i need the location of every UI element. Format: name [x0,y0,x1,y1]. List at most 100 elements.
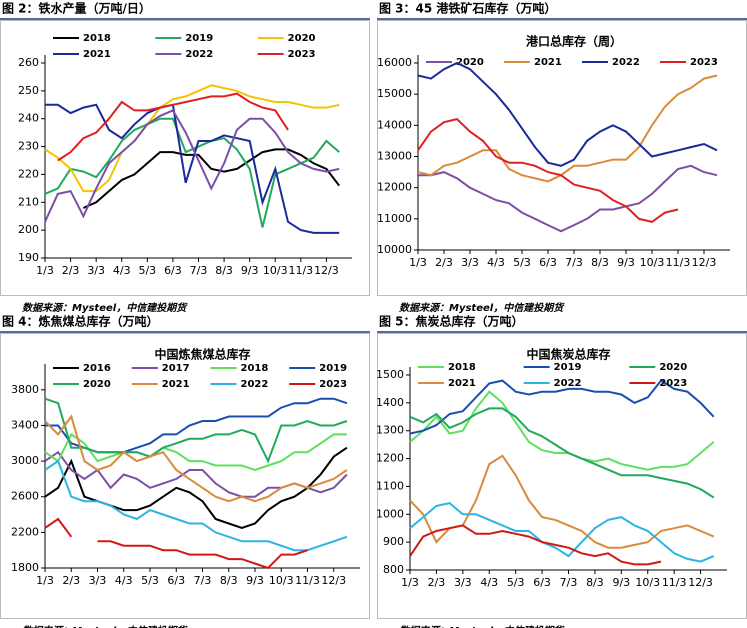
y-tick-label: 16000 [377,56,412,69]
x-tick-label: 9/3 [617,256,635,269]
series-line [45,103,340,234]
legend-label: 2022 [185,49,213,60]
series-line [409,379,715,435]
y-tick-label: 3400 [11,418,39,431]
x-tick-label: 2/3 [428,576,446,589]
y-tick-label: 230 [18,140,39,153]
legend-label: 2022 [612,57,640,68]
source: 数据来源：Mysteel，中信建投期货 [399,625,565,628]
source: 数据来源：Mysteel，中信建投期货 [399,302,565,314]
x-tick-label: 8/3 [591,256,609,269]
x-tick-label: 2/3 [62,264,80,277]
series-line [44,414,348,503]
series-line [417,61,718,167]
legend-label: 2023 [288,49,316,60]
series-line [417,74,718,183]
legend-label: 2022 [554,378,582,389]
x-tick-label: 5/3 [513,256,531,269]
legend-label: 2020 [83,379,111,390]
x-tick-label: 12/3 [692,256,717,269]
series-line [82,148,340,209]
series-line [45,397,348,454]
y-tick-label: 13000 [377,150,412,163]
series-line [44,432,347,472]
legend-label: 2023 [690,57,718,68]
y-tick-label: 3800 [11,383,39,396]
y-tick-label: 11000 [377,212,412,225]
x-tick-label: 6/3 [167,574,185,587]
x-tick-label: 1/3 [36,264,54,277]
x-tick-label: 11/3 [295,574,320,587]
figure-label: 图 5：焦炭总库存（万吨） [379,314,524,329]
x-tick-label: 5/3 [138,264,156,277]
legend-label: 2020 [659,362,687,373]
x-tick-label: 3/3 [87,264,105,277]
legend-label: 2020 [456,57,484,68]
x-tick-label: 11/3 [288,264,313,277]
series-line [44,397,348,464]
y-tick-label: 900 [383,535,404,548]
x-tick-label: 4/3 [113,264,131,277]
frame [0,20,370,296]
series-line [409,454,715,549]
legend-label: 2021 [83,49,111,60]
x-tick-label: 6/3 [533,576,551,589]
x-tick-label: 2/3 [62,574,80,587]
x-tick-label: 4/3 [115,574,133,587]
legend-label: 2020 [288,33,316,44]
x-tick-label: 3/3 [454,576,472,589]
x-tick-label: 3/3 [89,574,107,587]
x-tick-label: 9/3 [241,264,259,277]
y-tick-label: 200 [18,223,39,236]
x-tick-label: 11/3 [662,576,687,589]
y-tick-label: 210 [18,195,39,208]
y-tick-label: 1000 [376,507,404,520]
legend-label: 2018 [241,363,269,374]
series-line [44,450,348,498]
y-tick-label: 2600 [11,490,39,503]
y-tick-label: 12000 [377,181,412,194]
y-tick-label: 1400 [376,396,404,409]
y-tick-label: 800 [383,563,404,576]
x-tick-label: 2/3 [435,256,453,269]
x-tick-label: 1/3 [409,256,427,269]
legend-label: 2023 [319,379,347,390]
series-line [44,517,308,570]
series-line [409,524,662,566]
chart-title: 中国炼焦煤总库存 [154,347,250,362]
x-tick-label: 10/3 [263,264,288,277]
x-tick-label: 10/3 [269,574,294,587]
x-tick-label: 4/3 [480,576,498,589]
x-tick-label: 9/3 [612,576,630,589]
chart-title: 中国焦炭总库存 [526,347,610,362]
legend-label: 2022 [241,379,269,390]
x-tick-label: 4/3 [487,256,505,269]
legend-label: 2019 [554,362,582,373]
x-tick-label: 1/3 [401,576,419,589]
x-tick-label: 10/3 [640,256,665,269]
series-line [44,117,340,228]
y-tick-label: 3000 [11,454,39,467]
source: 数据来源：Mysteel，中信建投期货 [22,625,188,628]
y-tick-label: 190 [18,251,39,264]
x-tick-label: 6/3 [539,256,557,269]
y-tick-label: 1100 [376,479,404,492]
x-tick-label: 7/3 [565,256,583,269]
legend-label: 2023 [659,378,687,389]
y-tick-label: 1300 [376,424,404,437]
y-tick-label: 2200 [11,525,39,538]
y-tick-label: 260 [18,56,39,69]
figure-label: 图 3：45 港铁矿石库存（万吨） [379,1,556,16]
series-line [409,407,715,499]
legend-label: 2019 [319,363,347,374]
x-tick-label: 6/3 [164,264,182,277]
x-tick-label: 12/3 [314,264,339,277]
y-tick-label: 15000 [377,87,412,100]
x-tick-label: 5/3 [507,576,525,589]
x-tick-label: 3/3 [461,256,479,269]
x-tick-label: 5/3 [141,574,159,587]
series-line [44,446,348,529]
legend-label: 2021 [162,379,190,390]
series-line [409,390,715,471]
